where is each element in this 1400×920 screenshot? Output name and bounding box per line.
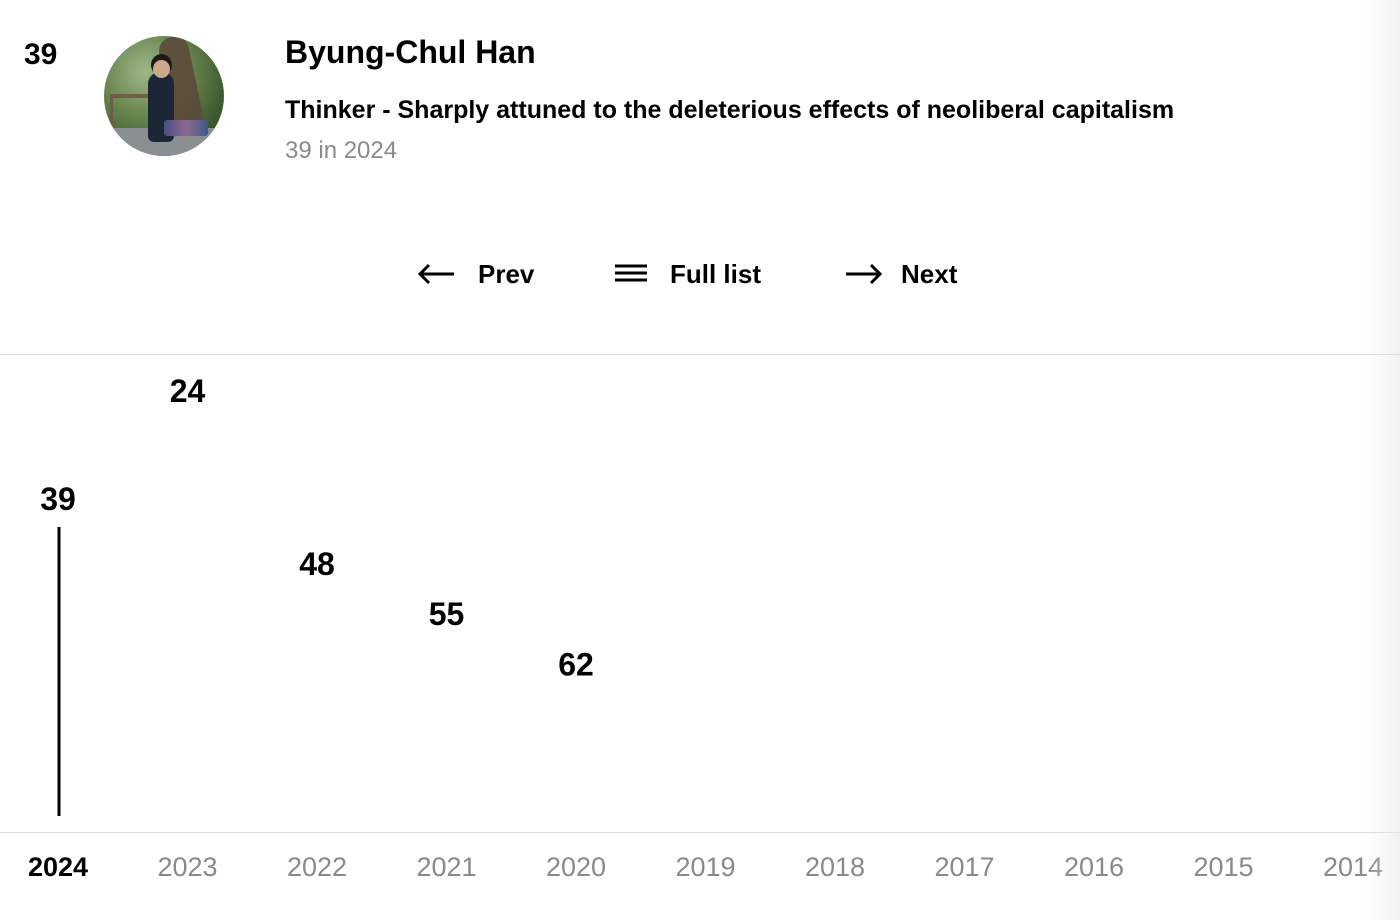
year-tab-2023[interactable]: 2023: [157, 852, 217, 882]
full-list-button[interactable]: Full list: [614, 256, 761, 292]
avatar: [104, 36, 224, 156]
rank-label-2023: 24: [170, 373, 206, 409]
rank-label-2020: 62: [558, 647, 594, 683]
profile-name: Byung-Chul Han: [285, 34, 536, 70]
prev-label: Prev: [478, 258, 535, 289]
prev-button[interactable]: Prev: [416, 256, 534, 292]
ranking-history-chart: 39 2024 24 2023 48 2022 55 2021 62 2020 2019 2018 20…: [0, 355, 1400, 920]
arrow-right-icon: [846, 263, 883, 285]
profile-subtitle: Thinker - Sharply attuned to the deleter…: [285, 96, 1175, 124]
year-tab-2015[interactable]: 2015: [1193, 852, 1253, 882]
year-tab-2017[interactable]: 2017: [934, 852, 994, 882]
year-tab-2020[interactable]: 2020: [546, 852, 606, 882]
year-tab-2022[interactable]: 2022: [287, 852, 347, 882]
rank-label-2024: 39: [40, 481, 76, 517]
rank-note: 39 in 2024: [285, 137, 398, 164]
next-label: Next: [901, 258, 958, 289]
ranking-chart-svg: 39 2024 24 2023 48 2022 55 2021 62 2020 2019 2018 20…: [28, 373, 1383, 882]
year-tab-2016[interactable]: 2016: [1064, 852, 1124, 882]
year-tab-2019[interactable]: 2019: [675, 852, 735, 882]
year-tab-2014[interactable]: 2014: [1323, 852, 1383, 882]
profile-header: 39 Byung-Chul Han Thinker - Sharply attu…: [0, 0, 1400, 355]
rank-number: 39: [24, 38, 58, 71]
rank-label-2022: 48: [299, 546, 335, 582]
year-tab-2024[interactable]: 2024: [28, 852, 88, 882]
full-list-label: Full list: [670, 258, 761, 289]
timeline-divider: [0, 832, 1400, 833]
header-divider: [0, 354, 1400, 355]
rank-label-2021: 55: [429, 596, 465, 632]
next-button[interactable]: Next: [845, 256, 957, 292]
list-icon: [615, 264, 647, 282]
arrow-left-icon: [417, 263, 454, 285]
year-tab-2021[interactable]: 2021: [416, 852, 476, 882]
year-tab-2018[interactable]: 2018: [805, 852, 865, 882]
